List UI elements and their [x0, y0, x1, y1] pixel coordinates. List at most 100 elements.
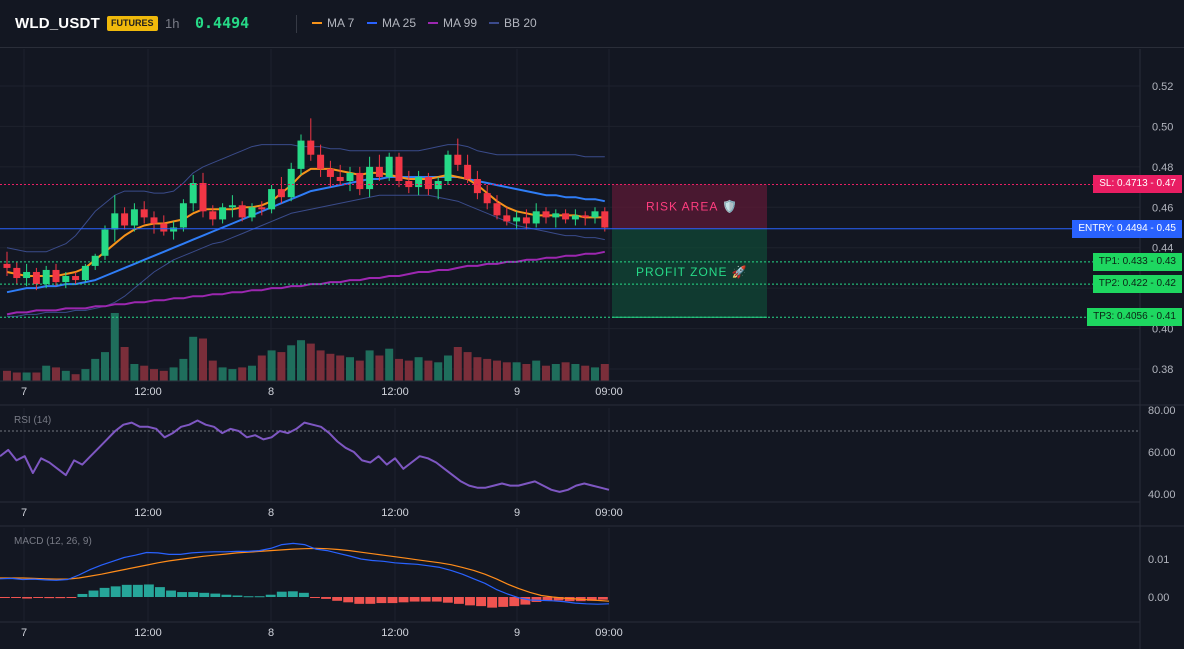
- macd-histogram-bar: [221, 594, 232, 597]
- legend-ma7[interactable]: MA 7: [312, 16, 354, 30]
- chart-header: WLD_USDT FUTURES 1h 0.4494 MA 7 MA 25 MA…: [0, 0, 1184, 48]
- volume-bar: [316, 350, 325, 381]
- volume-bar: [502, 362, 511, 381]
- macd-histogram-bar: [398, 597, 409, 603]
- volume-bar: [600, 364, 609, 381]
- volume-bar: [395, 358, 403, 381]
- last-price: 0.4494: [195, 14, 250, 32]
- macd-histogram-bar: [22, 597, 33, 599]
- volume-bar: [71, 374, 80, 381]
- time-tick-label: 9: [514, 627, 520, 639]
- candle-body: [219, 207, 227, 220]
- volume-bar: [385, 348, 394, 381]
- volume-bar: [551, 364, 560, 381]
- macd-histogram-bar: [553, 597, 564, 601]
- candle-body: [317, 154, 325, 169]
- rsi-tick-label: 60.00: [1148, 447, 1176, 459]
- macd-histogram-bar: [310, 597, 320, 598]
- price-tick-label: 0.50: [1152, 121, 1173, 133]
- ma99-swatch-icon: [428, 21, 438, 24]
- candle-body: [91, 255, 99, 266]
- timeframe-label[interactable]: 1h: [165, 16, 180, 31]
- macd-histogram-bar: [542, 597, 553, 601]
- macd-histogram-bar: [420, 597, 431, 602]
- macd-histogram-bar: [387, 597, 398, 604]
- candle-body: [179, 203, 187, 228]
- rsi-pane-label: RSI (14): [14, 415, 52, 426]
- candle-body: [13, 267, 21, 279]
- volume-bar: [444, 355, 452, 381]
- volume-bar: [561, 362, 570, 381]
- time-tick-label: 12:00: [134, 507, 162, 519]
- volume-bar: [326, 353, 335, 381]
- price-tick-label: 0.44: [1152, 243, 1173, 255]
- volume-bar: [365, 350, 374, 381]
- volume-bar: [542, 365, 550, 381]
- macd-histogram-bar: [332, 597, 343, 601]
- macd-histogram-bar: [431, 597, 442, 602]
- bb-lower-line: [7, 194, 605, 317]
- volume-bar: [52, 367, 60, 381]
- candle-body: [199, 183, 207, 212]
- volume-bar: [267, 350, 276, 381]
- tp1-label: TP1: 0.433 - 0.43: [1092, 252, 1182, 271]
- volume-bar: [355, 360, 364, 381]
- macd-histogram-bar: [265, 594, 276, 597]
- rsi-pane: 40.00 60.00 80.00: [0, 405, 1176, 501]
- candle-body: [542, 211, 550, 218]
- volume-bar: [493, 360, 501, 381]
- macd-histogram-bar: [155, 587, 165, 597]
- volume-bar: [110, 313, 119, 381]
- candle-body: [415, 176, 423, 188]
- candle-body: [444, 154, 452, 182]
- legend-ma25-label: MA 25: [382, 16, 417, 30]
- candle-body: [493, 203, 501, 216]
- symbol-label[interactable]: WLD_USDT: [15, 15, 100, 32]
- volume-bar: [120, 347, 129, 381]
- candle-body: [101, 229, 109, 256]
- macd-histogram-bar: [110, 586, 121, 597]
- macd-histogram-bar: [498, 597, 509, 607]
- candle-body: [434, 181, 442, 190]
- tp3-label: TP3: 0.4056 - 0.41: [1087, 308, 1182, 327]
- volume-bar: [150, 369, 158, 381]
- candle-body: [3, 263, 11, 268]
- legend-ma7-label: MA 7: [327, 16, 355, 30]
- price-tick-label: 0.52: [1152, 81, 1173, 93]
- candle-body: [385, 156, 393, 177]
- candle-body: [356, 172, 364, 190]
- volume-bar: [91, 358, 100, 381]
- volume-bar: [238, 367, 247, 381]
- macd-histogram-bar: [476, 597, 486, 607]
- macd-histogram-bar: [597, 597, 608, 600]
- volume-bar: [306, 343, 315, 381]
- candle-body: [140, 209, 148, 218]
- volume-bar: [22, 372, 31, 381]
- volume-bar: [130, 364, 139, 381]
- volume-bar: [159, 370, 168, 381]
- legend-ma25[interactable]: MA 25: [367, 16, 416, 30]
- volume-bar: [169, 367, 178, 381]
- volume-bar: [189, 336, 198, 381]
- candle-body: [111, 213, 119, 230]
- candle-body: [375, 166, 383, 177]
- candle-body: [581, 215, 589, 218]
- candle-body: [209, 211, 217, 220]
- macd-histogram-bar: [210, 593, 221, 597]
- macd-histogram-bar: [55, 597, 66, 599]
- legend-bb20[interactable]: BB 20: [489, 16, 537, 30]
- candle-body: [532, 211, 540, 224]
- price-tick-label: 0.48: [1152, 162, 1173, 174]
- candle-body: [366, 166, 374, 190]
- volume-bar: [434, 362, 443, 381]
- volume-bar: [483, 358, 492, 381]
- macd-histogram-bar: [66, 597, 77, 598]
- time-tick-label: 8: [268, 507, 274, 519]
- legend-ma99-label: MA 99: [443, 16, 478, 30]
- macd-histogram-bar: [376, 597, 387, 604]
- candle-body: [268, 189, 276, 210]
- volume-bar: [591, 367, 599, 381]
- macd-histogram-bar: [121, 584, 132, 597]
- legend-ma99[interactable]: MA 99: [428, 16, 477, 30]
